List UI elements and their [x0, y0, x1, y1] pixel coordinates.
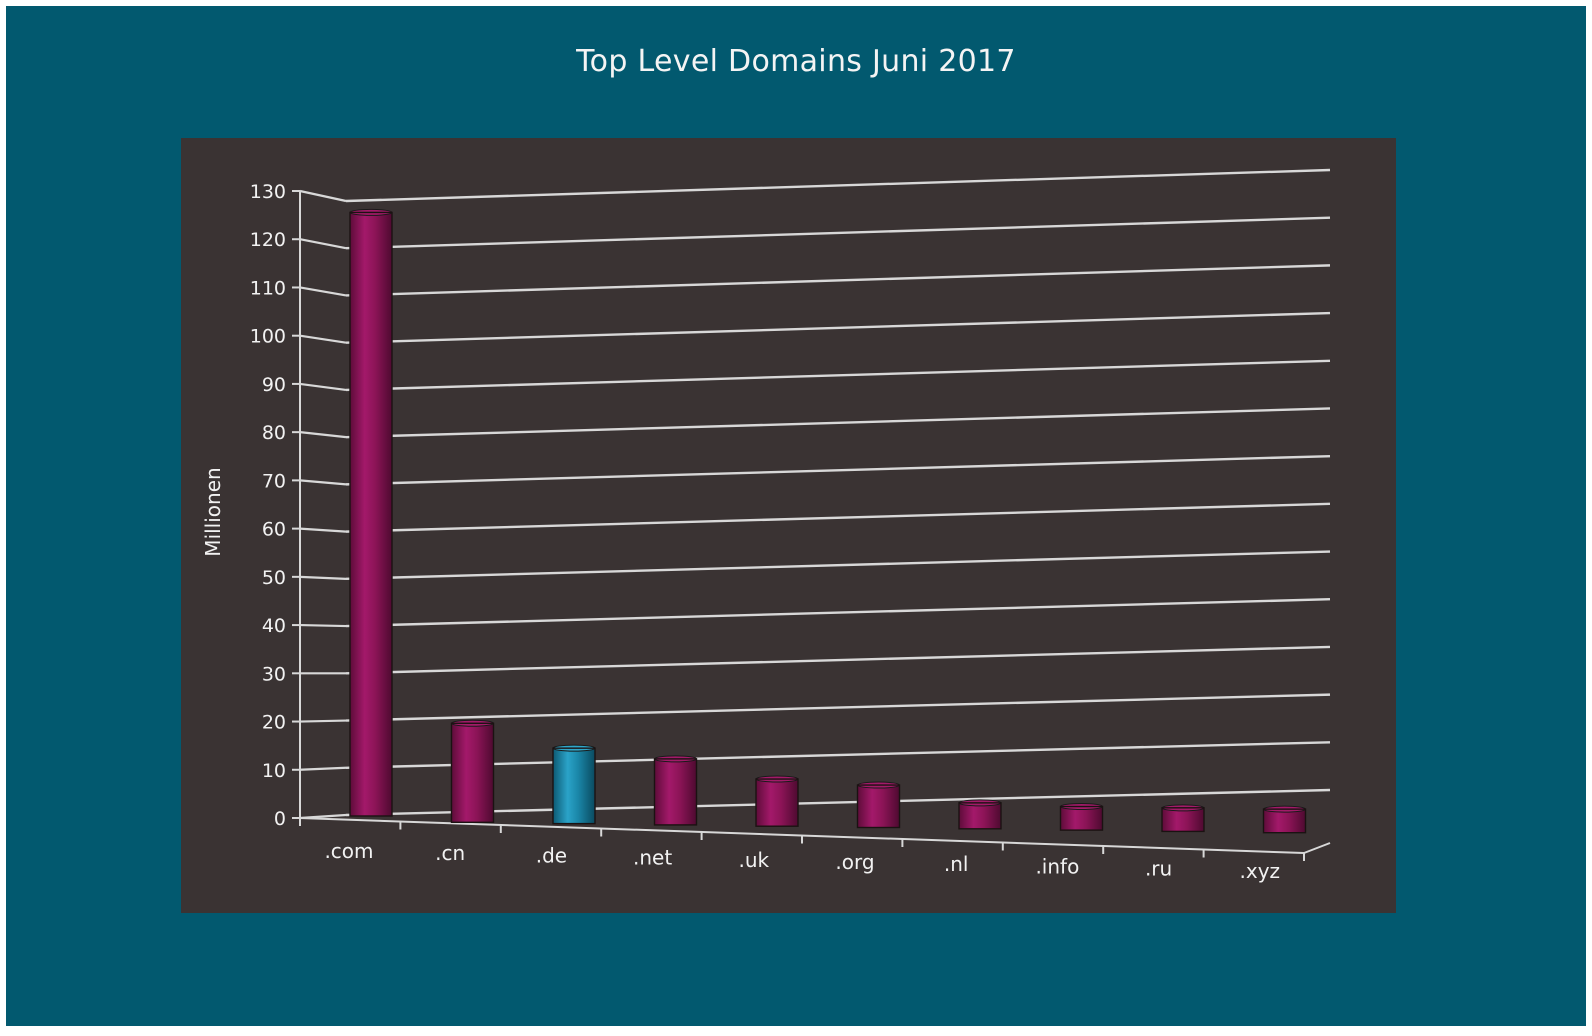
x-tick-label: .cn	[435, 841, 465, 865]
x-tick-label: .uk	[738, 848, 769, 872]
y-tick-label: 50	[262, 567, 286, 589]
bar-org	[856, 781, 901, 829]
gridline-90	[345, 359, 1331, 392]
gridline-70	[345, 454, 1331, 486]
x-tick-label: .xyz	[1240, 859, 1281, 883]
y-tick-label: 120	[250, 229, 286, 251]
grid-wall-40	[299, 623, 347, 628]
y-tick-label: 80	[262, 422, 286, 444]
y-tick-label: 40	[262, 615, 286, 637]
bar-body	[654, 758, 697, 825]
gridline-20	[345, 693, 1331, 722]
bar-outline	[856, 784, 901, 829]
gridline-110	[345, 264, 1331, 297]
axes	[292, 190, 1331, 861]
bar-body	[1060, 806, 1103, 831]
gridline-60	[345, 502, 1331, 533]
grid-wall-10	[299, 766, 347, 771]
x-tick-label: .de	[536, 843, 567, 867]
gridline-120	[345, 216, 1331, 250]
bar-body	[451, 723, 494, 823]
grid-wall-50	[299, 575, 347, 580]
grid-wall-70	[299, 479, 347, 486]
y-tick-label: 90	[262, 374, 286, 396]
gridline-50	[345, 550, 1331, 581]
gridline-40	[345, 598, 1331, 628]
grid-wall-130	[299, 189, 347, 203]
bar-outline	[755, 778, 799, 827]
x-tick-label: .ru	[1145, 857, 1172, 881]
bar-outline	[1059, 805, 1104, 831]
bar-outline	[450, 722, 495, 823]
x-tick-label: .com	[324, 839, 373, 863]
bar-uk	[755, 775, 799, 827]
bar-xyz	[1262, 805, 1307, 834]
gridlines	[299, 168, 1331, 820]
bar-body	[756, 779, 798, 827]
bar-body	[857, 785, 900, 828]
bar-outline	[958, 802, 1002, 830]
bar-body	[350, 212, 392, 816]
gridline-0	[345, 788, 1331, 817]
bar-nl	[958, 799, 1002, 830]
grid-wall-20	[299, 719, 347, 723]
grid-wall-120	[299, 238, 347, 250]
gridline-30	[345, 645, 1331, 675]
bar-outline	[653, 758, 698, 826]
grid-wall-90	[299, 382, 347, 392]
grid-wall-60	[299, 527, 347, 533]
y-axis-title: Millionen	[201, 467, 225, 556]
gridline-100	[345, 311, 1331, 344]
x-tick-label: .org	[835, 850, 874, 874]
labels: 0 10 20 30 40 50 60 70 80 90 100 110 120 130 .com .cn .d…	[250, 181, 1280, 883]
bar-info	[1059, 803, 1104, 831]
bar-body	[553, 748, 595, 824]
y-tick-label: 30	[262, 663, 286, 685]
y-tick-label: 100	[250, 326, 286, 348]
bar-cn	[450, 719, 495, 823]
bar-outline	[1161, 807, 1205, 833]
floor-right-edge	[1303, 842, 1331, 854]
bar-body	[1162, 807, 1204, 832]
gridline-10	[345, 741, 1331, 769]
y-tick-label: 130	[250, 181, 286, 203]
x-tick-label: .nl	[944, 852, 969, 876]
chart-title: Top Level Domains Juni 2017	[576, 44, 1016, 79]
bars	[349, 208, 1307, 834]
y-tick-label: 60	[262, 519, 286, 541]
y-tick-label: 10	[262, 760, 286, 782]
bar-outline	[349, 211, 393, 817]
bar-net	[653, 755, 698, 826]
bar-body	[959, 802, 1001, 829]
grid-wall-80	[299, 431, 347, 439]
grid-wall-110	[299, 286, 347, 297]
y-tick-label: 70	[262, 470, 286, 492]
bar-body	[1263, 809, 1306, 833]
x-tick-label: .net	[633, 846, 672, 870]
bar-com	[349, 208, 393, 817]
y-tick-label: 20	[262, 712, 286, 734]
bar-ru	[1161, 804, 1205, 833]
bar-de	[552, 744, 596, 825]
bar-outline	[1262, 808, 1307, 834]
gridline-130	[345, 168, 1331, 203]
gridline-80	[345, 407, 1331, 439]
y-tick-label: 110	[250, 277, 286, 299]
grid-wall-100	[299, 334, 347, 344]
y-tick-label: 0	[274, 808, 286, 830]
x-tick-label: .info	[1035, 854, 1079, 878]
bar-outline	[552, 747, 596, 825]
